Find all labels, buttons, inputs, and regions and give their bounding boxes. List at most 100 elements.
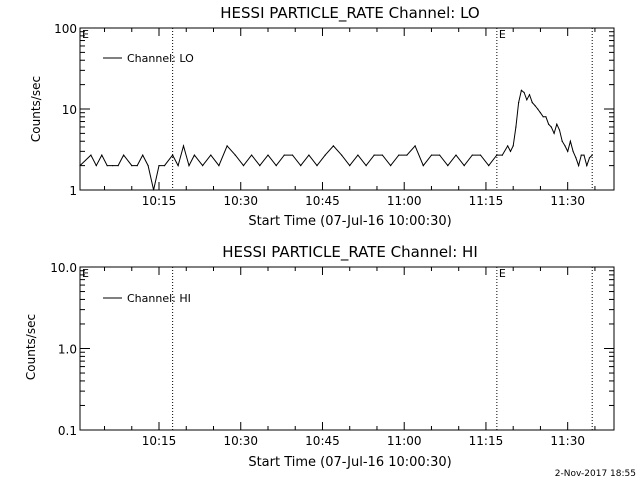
chart-title: HESSI PARTICLE_RATE Channel: HI [222,243,478,262]
data-point [357,154,359,156]
event-marker-label: E [82,28,89,41]
data-point [218,165,220,167]
data-point [572,150,574,152]
data-point [553,132,555,134]
data-point [188,165,190,167]
data-point [202,165,204,167]
legend: Channel: LO [103,52,194,65]
data-point [496,154,498,156]
data-point [569,140,572,142]
data-point [586,165,588,167]
data-point [291,154,294,156]
data-point [210,154,212,156]
data-point [520,89,523,91]
x-tick-label: 11:00 [387,434,422,448]
data-point [507,145,509,147]
data-point [591,154,593,156]
data-point [455,154,457,156]
data-point [575,157,577,159]
data-point [390,165,392,167]
data-point [439,154,441,156]
data-point [550,126,552,128]
x-tick-label: 10:30 [223,434,258,448]
data-point [324,154,326,156]
data-point [123,154,125,156]
data-point [537,108,539,110]
data-point [479,154,482,156]
data-point [283,154,285,156]
chart-title: HESSI PARTICLE_RATE Channel: LO [220,4,479,23]
footer-timestamp: 2-Nov-2017 18:55 [555,469,636,479]
chart-panel-lo: HESSI PARTICLE_RATE Channel: LO Counts/s… [29,4,615,229]
data-point [463,165,465,167]
data-point [300,165,302,167]
data-point [381,154,383,156]
data-point [539,112,542,114]
data-point [422,165,424,167]
y-axis-label: Counts/sec [29,76,43,142]
legend-label: Channel: HI [127,292,191,305]
x-axis-label: Start Time (07-Jul-16 10:00:30) [248,214,451,229]
event-marker-label: E [499,28,506,41]
data-point [515,126,517,128]
data-point [588,157,591,159]
data-point [182,145,185,147]
y-tick-label: 10.0 [50,261,77,275]
data-point [131,165,133,167]
data-point [365,165,367,167]
data-point [275,165,277,167]
data-point [153,189,155,191]
data-point [259,165,261,167]
data-point [177,165,179,167]
data-point [163,165,166,167]
data-point [447,165,449,167]
x-tick-label: 10:45 [305,434,340,448]
data-point [341,154,343,156]
data-point [501,154,503,156]
data-point [112,165,114,167]
data-point [471,154,473,156]
series-line [79,89,593,191]
data-point [567,150,569,152]
data-point [172,154,174,156]
data-point [430,154,433,156]
data-point [518,102,520,104]
x-tick-label: 11:15 [469,434,504,448]
y-tick-label: 1.0 [58,343,77,357]
data-point [136,165,138,167]
data-point [117,165,119,167]
data-point [578,165,580,167]
data-point [226,145,228,147]
data-point [564,145,566,147]
data-point [398,154,400,156]
data-point [95,165,97,167]
legend: Channel: HI [103,292,191,305]
data-point [542,116,544,118]
data-point [242,165,245,167]
x-tick-label: 10:30 [223,194,258,208]
x-tick-label: 10:15 [142,434,177,448]
data-point [534,105,536,107]
data-point [251,154,253,156]
data-point [90,154,92,156]
data-point [526,99,528,101]
data-point [548,123,550,125]
data-point [106,165,108,167]
data-point [558,129,561,131]
x-tick-label: 10:15 [142,194,177,208]
data-point [142,154,144,156]
data-point [488,165,490,167]
data-point [373,154,375,156]
data-point [308,154,310,156]
data-point [79,165,81,167]
chart-panel-hi: HESSI PARTICLE_RATE Channel: HI Counts/s… [24,243,615,470]
x-tick-label: 11:15 [469,194,504,208]
legend-label: Channel: LO [127,52,194,65]
data-point [332,145,334,147]
data-point [267,154,269,156]
x-tick-label: 11:30 [550,194,585,208]
y-tick-label: 100 [54,22,77,36]
y-tick-label: 1 [69,184,77,198]
data-point [193,154,195,156]
